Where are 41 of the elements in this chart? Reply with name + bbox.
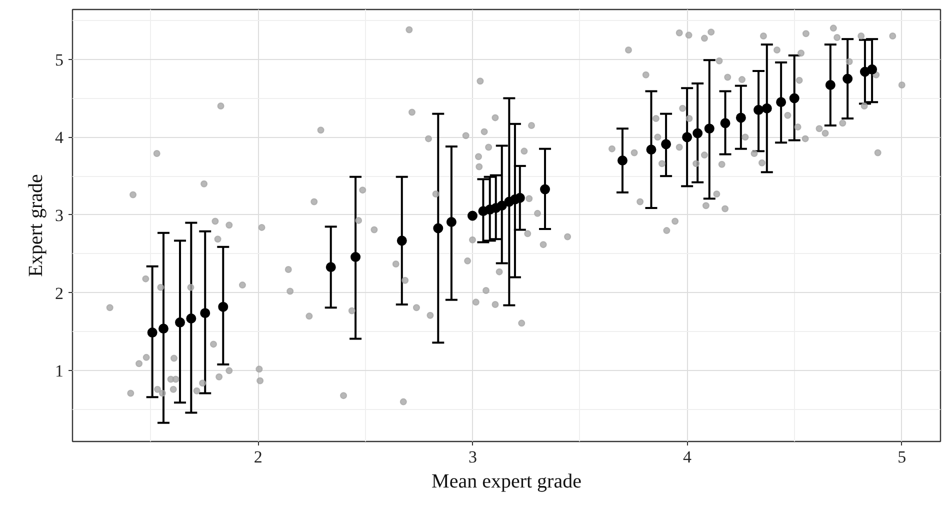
point — [789, 93, 800, 104]
x-axis-title: Mean expert grade — [432, 470, 582, 492]
point — [186, 314, 196, 324]
point — [682, 132, 692, 142]
point — [540, 184, 550, 194]
point — [350, 252, 361, 262]
x-tick-label: 3 — [468, 448, 477, 466]
point — [754, 104, 764, 115]
point — [467, 210, 478, 221]
point — [496, 200, 507, 211]
point — [842, 74, 853, 84]
point — [175, 317, 186, 328]
point — [825, 80, 836, 90]
point — [396, 236, 407, 246]
point — [200, 308, 210, 318]
point — [617, 156, 628, 166]
x-tick-label: 4 — [683, 448, 692, 466]
point — [433, 223, 444, 234]
point — [661, 139, 672, 150]
point — [646, 144, 656, 155]
y-tick-label: 5 — [55, 50, 64, 70]
point — [704, 124, 714, 134]
point — [692, 128, 703, 138]
point — [514, 192, 525, 203]
y-tick-label: 4 — [55, 128, 64, 148]
point — [147, 328, 158, 338]
point — [218, 302, 228, 312]
y-tick-label: 3 — [55, 206, 64, 225]
point — [867, 64, 878, 74]
point — [158, 324, 168, 334]
point — [720, 118, 730, 128]
point — [446, 217, 456, 227]
point — [736, 112, 746, 123]
point — [762, 103, 772, 114]
y-tick-label: 2 — [55, 284, 64, 303]
x-tick-label: 5 — [898, 448, 906, 466]
y-axis-title: Expert grade — [25, 174, 47, 277]
x-tick-label: 2 — [254, 448, 262, 466]
y-tick-label: 1 — [55, 362, 64, 381]
point — [776, 97, 786, 108]
point — [326, 262, 336, 272]
